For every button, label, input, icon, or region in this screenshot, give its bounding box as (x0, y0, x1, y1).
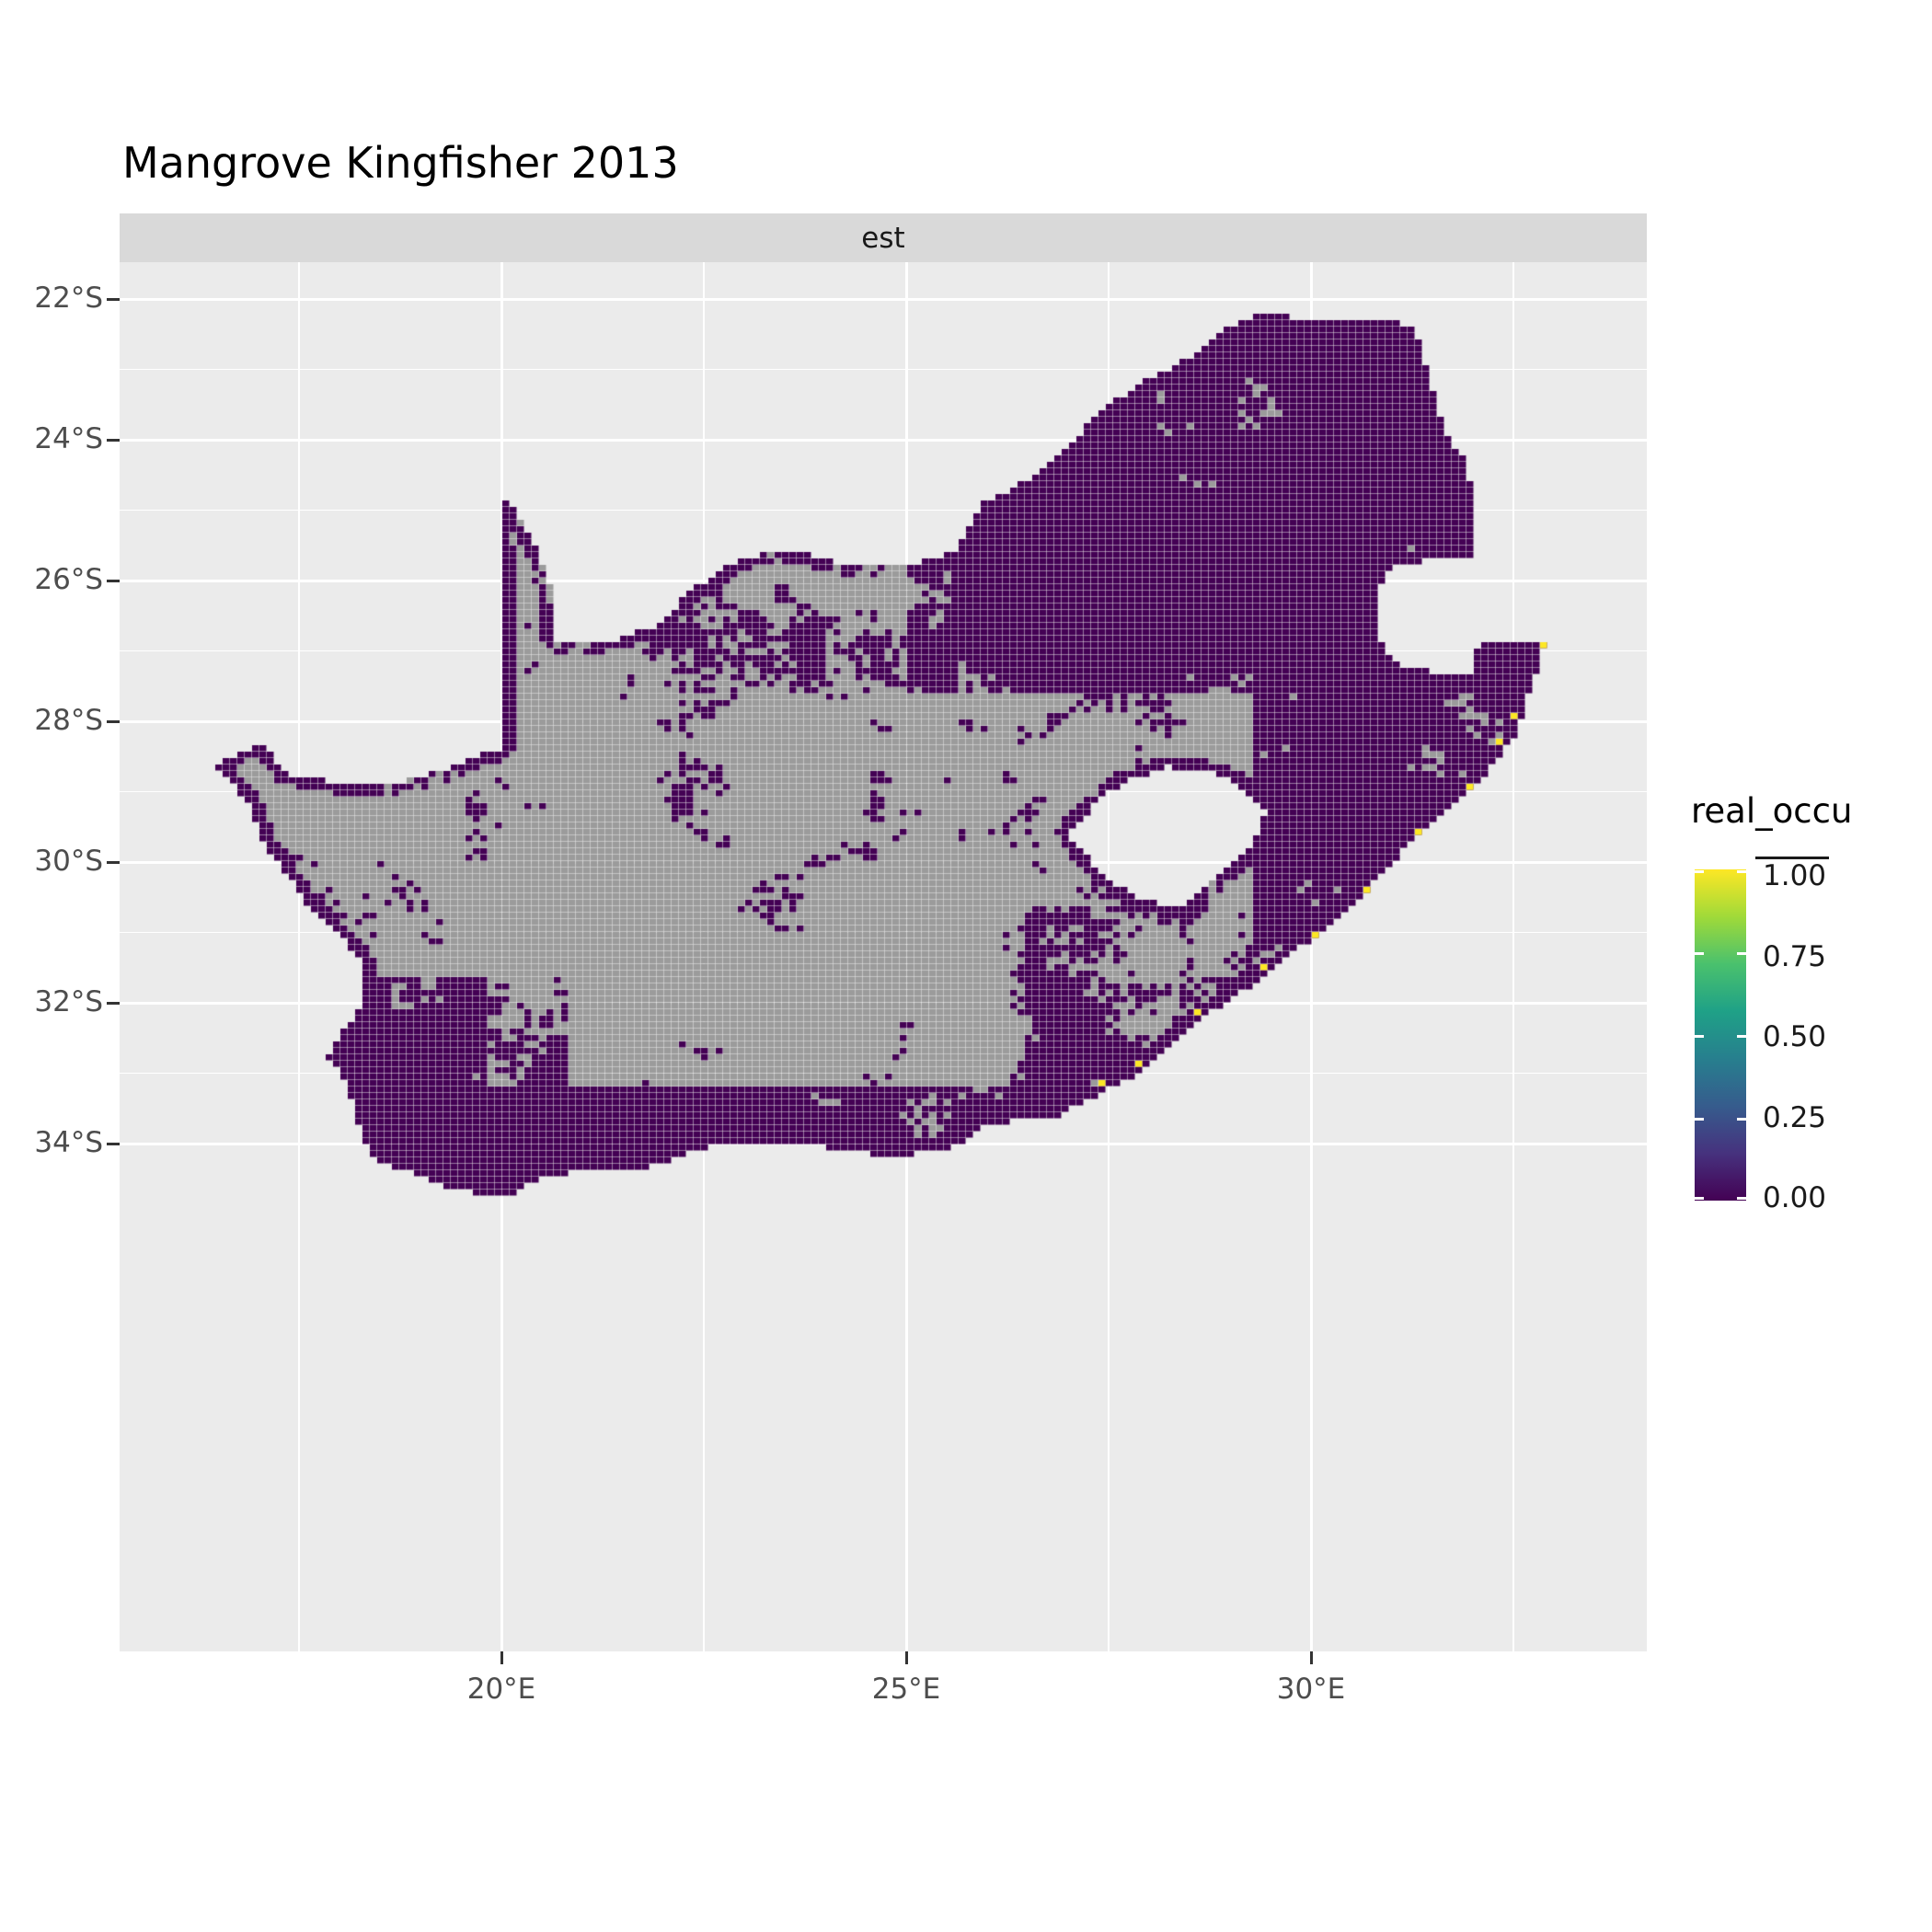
legend-tick-mark (1695, 952, 1704, 955)
y-axis-tick-label: 24°S (34, 422, 103, 455)
y-axis-tick-label: 28°S (34, 704, 103, 737)
x-axis-tick-mark (904, 1651, 908, 1664)
y-axis-tick-label: 34°S (34, 1126, 103, 1159)
legend-tick-mark (1737, 1118, 1746, 1121)
legend-tick-label: 1.00 (1763, 859, 1827, 892)
y-axis-tick-mark (107, 297, 120, 301)
legend-tick-mark (1695, 1035, 1704, 1038)
y-axis-tick-mark (107, 438, 120, 442)
legend-tick-mark (1695, 1118, 1704, 1121)
y-axis-tick-mark (107, 1142, 120, 1145)
legend-tick-label: 0.00 (1763, 1181, 1827, 1214)
legend-tick-mark (1737, 870, 1746, 873)
legend-tick-label: 0.75 (1763, 939, 1827, 973)
legend-tick-label: 0.25 (1763, 1100, 1827, 1134)
legend-title: real_occu (1691, 791, 1853, 831)
x-axis-tick-mark (500, 1651, 503, 1664)
x-axis-tick-label: 20°E (466, 1673, 536, 1706)
y-axis-tick-mark (107, 719, 120, 723)
x-axis-tick-mark (1309, 1651, 1313, 1664)
legend-tick-mark (1695, 1197, 1704, 1200)
y-axis-tick-mark (107, 1001, 120, 1005)
legend-tick-mark (1737, 1197, 1746, 1200)
facet-strip-label: est (861, 221, 905, 255)
legend-end-tick-line (1755, 857, 1829, 859)
plot-panel (120, 262, 1647, 1651)
x-axis-tick-label: 30°E (1276, 1673, 1346, 1706)
legend-tick-mark (1737, 1035, 1746, 1038)
y-axis-tick-label: 32°S (34, 985, 103, 1018)
y-axis-tick-mark (107, 579, 120, 582)
plot-title: Mangrove Kingfisher 2013 (122, 138, 679, 188)
y-axis-tick-label: 26°S (34, 563, 103, 596)
facet-strip: est (120, 213, 1647, 262)
y-axis-tick-label: 30°S (34, 845, 103, 878)
occupancy-raster-map (120, 262, 1647, 1651)
y-axis-tick-mark (107, 860, 120, 864)
legend-tick-label: 0.50 (1763, 1020, 1827, 1053)
y-axis-tick-label: 22°S (34, 282, 103, 315)
legend-tick-mark (1695, 870, 1704, 873)
x-axis-tick-label: 25°E (871, 1673, 941, 1706)
legend-tick-mark (1737, 952, 1746, 955)
